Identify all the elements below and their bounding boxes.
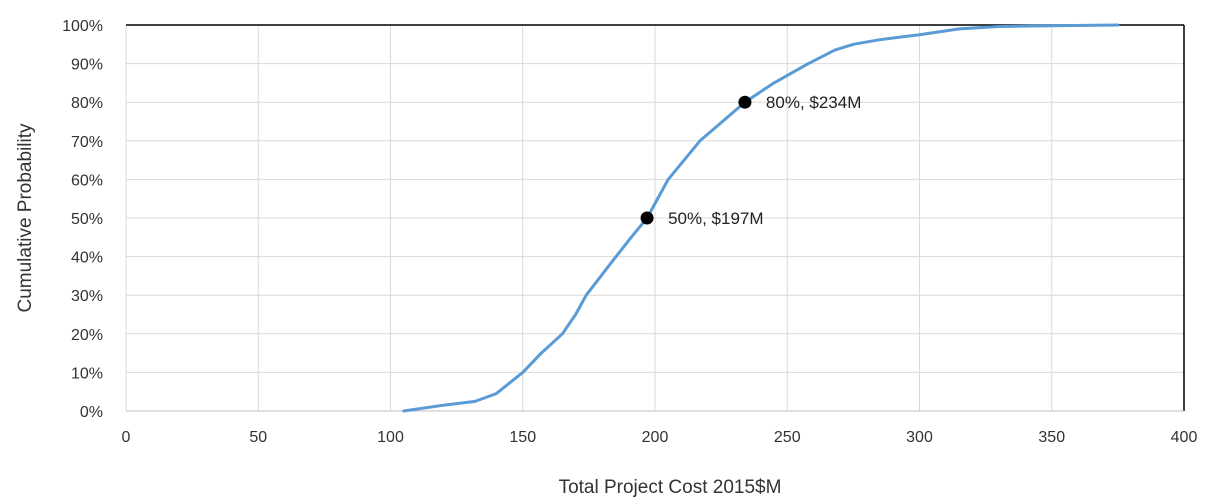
annotation-marker	[738, 95, 752, 109]
x-tick-label: 0	[122, 429, 131, 446]
y-tick-label: 100%	[62, 18, 103, 35]
y-tick-label: 30%	[71, 288, 103, 305]
y-tick-label: 10%	[71, 365, 103, 382]
y-tick-label: 60%	[71, 172, 103, 189]
y-tick-label: 40%	[71, 250, 103, 267]
x-tick-labels: 0 50 100 150 200 250 300 350 400	[122, 429, 1198, 446]
annotation-label: 50%, $197M	[668, 209, 763, 228]
x-tick-label: 200	[642, 429, 669, 446]
y-tick-label: 20%	[71, 327, 103, 344]
annotation-marker	[640, 211, 654, 225]
cdf-series-line	[402, 23, 1120, 413]
annotation-markers: 50%, $197M 80%, $234M	[640, 93, 861, 228]
x-axis-title: Total Project Cost 2015$M	[559, 477, 782, 497]
y-tick-label: 70%	[71, 134, 103, 151]
y-tick-labels: 0% 10% 20% 30% 40% 50% 60% 70% 80% 90% 100%	[62, 18, 103, 421]
x-tick-label: 50	[249, 429, 267, 446]
annotation-label: 80%, $234M	[766, 93, 861, 112]
x-tick-label: 400	[1171, 429, 1198, 446]
x-tick-label: 150	[509, 429, 536, 446]
x-tick-label: 250	[774, 429, 801, 446]
x-tick-label: 350	[1038, 429, 1065, 446]
y-tick-label: 0%	[80, 404, 103, 421]
y-tick-label: 90%	[71, 57, 103, 74]
x-tick-label: 100	[377, 429, 404, 446]
y-tick-label: 80%	[71, 95, 103, 112]
y-axis-title: Cumulative Probability	[15, 123, 36, 313]
y-tick-label: 50%	[71, 211, 103, 228]
x-tick-label: 300	[906, 429, 933, 446]
grid-lines	[125, 24, 1185, 412]
